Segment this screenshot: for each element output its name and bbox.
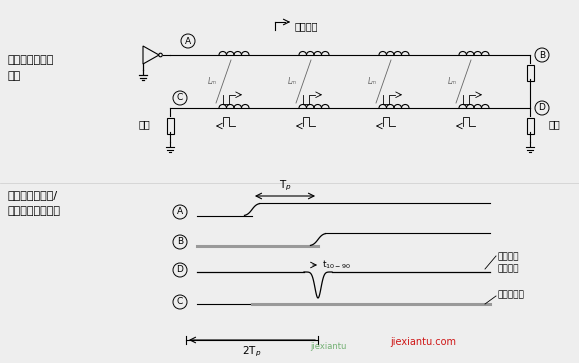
Text: C: C xyxy=(177,298,183,306)
Text: 输入信号: 输入信号 xyxy=(498,252,519,261)
Text: Lₘ: Lₘ xyxy=(207,77,217,86)
Text: T$_p$: T$_p$ xyxy=(278,179,291,193)
Text: Lₘ: Lₘ xyxy=(288,77,296,86)
Text: A: A xyxy=(185,37,191,45)
Text: D: D xyxy=(538,103,545,113)
Text: 驱动信号: 驱动信号 xyxy=(295,21,318,31)
Text: 近端: 近端 xyxy=(138,119,150,129)
Text: 互感耦合的正向/
反向串扰的波形：: 互感耦合的正向/ 反向串扰的波形： xyxy=(8,190,61,216)
Text: 的负导数: 的负导数 xyxy=(498,264,519,273)
Bar xyxy=(167,118,174,134)
Text: jiexiantu.com: jiexiantu.com xyxy=(390,337,456,347)
Text: 远端: 远端 xyxy=(548,119,560,129)
Text: 互感耦合动作原
理：: 互感耦合动作原 理： xyxy=(8,55,54,81)
Text: B: B xyxy=(177,237,183,246)
Text: 总面积相等: 总面积相等 xyxy=(498,290,525,299)
Text: B: B xyxy=(539,50,545,60)
Text: t$_{10-90}$: t$_{10-90}$ xyxy=(322,259,351,271)
Text: Lₘ: Lₘ xyxy=(368,77,376,86)
Text: A: A xyxy=(177,208,183,216)
Bar xyxy=(526,65,533,81)
Text: Lₘ: Lₘ xyxy=(448,77,456,86)
Text: C: C xyxy=(177,94,183,102)
Text: D: D xyxy=(177,265,184,274)
Text: 2T$_p$: 2T$_p$ xyxy=(243,345,262,359)
Text: jiexiantu: jiexiantu xyxy=(310,342,346,351)
Bar xyxy=(526,118,533,134)
